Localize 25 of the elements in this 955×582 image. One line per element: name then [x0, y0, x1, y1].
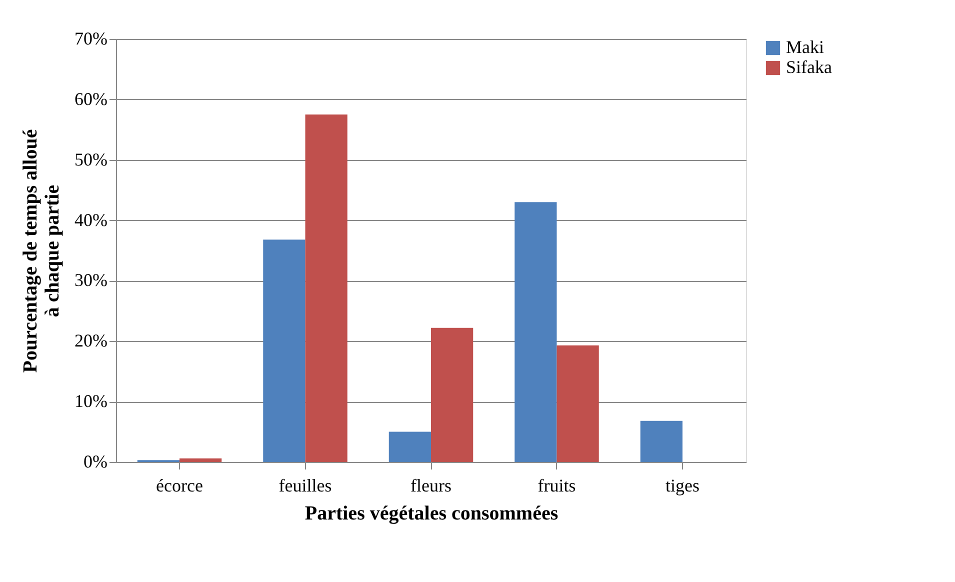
bar [640, 420, 682, 462]
x-tick-label: écorce [156, 476, 203, 496]
bar [556, 345, 599, 462]
x-tick-label: tiges [665, 476, 700, 496]
bar [263, 240, 306, 462]
x-tick-label: fleurs [410, 476, 452, 496]
y-axis-title: Pourcentage de temps alloué à chaque partie [20, 129, 64, 373]
x-axis-title: Parties végétales consommées [304, 502, 558, 524]
x-tick-label: fruits [538, 476, 576, 496]
y-tick-label: 60% [74, 88, 108, 109]
y-tick-label: 10% [74, 391, 108, 412]
y-tick-label: 20% [74, 330, 108, 351]
legend-label: Sifaka [786, 57, 832, 77]
x-tick-label: feuilles [278, 476, 332, 496]
bar [388, 432, 431, 462]
bar [305, 114, 348, 462]
y-tick-label: 30% [74, 270, 108, 290]
bar [180, 458, 222, 462]
y-tick-label: 40% [74, 210, 108, 230]
y-tick-label: 70% [74, 28, 108, 48]
y-tick-label: 50% [74, 149, 108, 170]
legend-label: Maki [786, 37, 824, 57]
y-tick-label: 0% [84, 452, 108, 472]
bar [514, 202, 557, 462]
bar [431, 328, 474, 462]
